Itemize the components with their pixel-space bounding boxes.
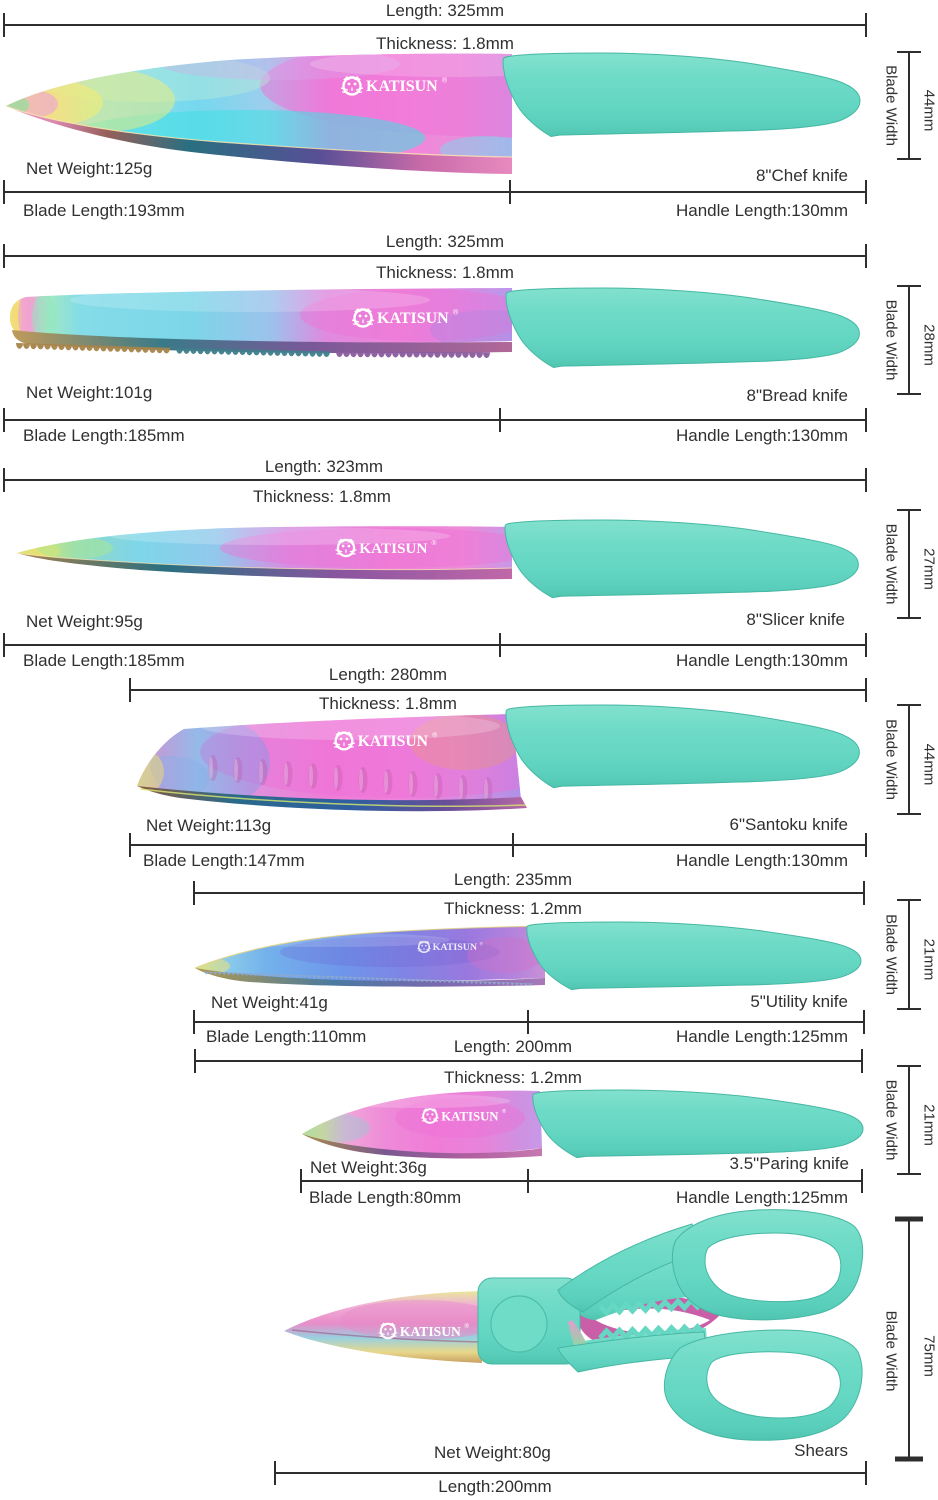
svg-text:KATISUN: KATISUN [359,540,427,557]
svg-text:®: ® [502,1108,507,1115]
svg-text:KATISUN: KATISUN [400,1324,461,1339]
svg-text:KATISUN: KATISUN [366,78,438,95]
svg-text:27mm: 27mm [921,548,938,590]
svg-text:Blade Width: Blade Width [883,1311,900,1392]
svg-text:75mm: 75mm [921,1335,938,1377]
svg-text:Blade Width: Blade Width [883,914,900,995]
svg-text:®: ® [432,539,437,547]
svg-text:Blade Width: Blade Width [883,65,900,146]
svg-text:®: ® [465,1323,470,1330]
svg-text:Blade Width: Blade Width [883,300,900,381]
svg-text:Blade Width: Blade Width [883,524,900,605]
svg-text:®: ® [453,309,459,317]
svg-text:28mm: 28mm [921,324,938,366]
svg-text:21mm: 21mm [921,939,938,981]
svg-text:KATISUN: KATISUN [441,1109,499,1123]
svg-text:®: ® [432,732,437,740]
svg-text:44mm: 44mm [921,744,938,786]
svg-text:KATISUN: KATISUN [433,942,478,953]
svg-text:Blade Width: Blade Width [883,1080,900,1161]
svg-text:KATISUN: KATISUN [358,733,429,750]
svg-text:®: ® [442,77,448,85]
svg-text:21mm: 21mm [921,1104,938,1146]
svg-text:KATISUN: KATISUN [377,310,449,327]
svg-text:44mm: 44mm [921,90,938,132]
svg-text:Blade Width: Blade Width [883,719,900,800]
svg-text:®: ® [480,941,484,946]
